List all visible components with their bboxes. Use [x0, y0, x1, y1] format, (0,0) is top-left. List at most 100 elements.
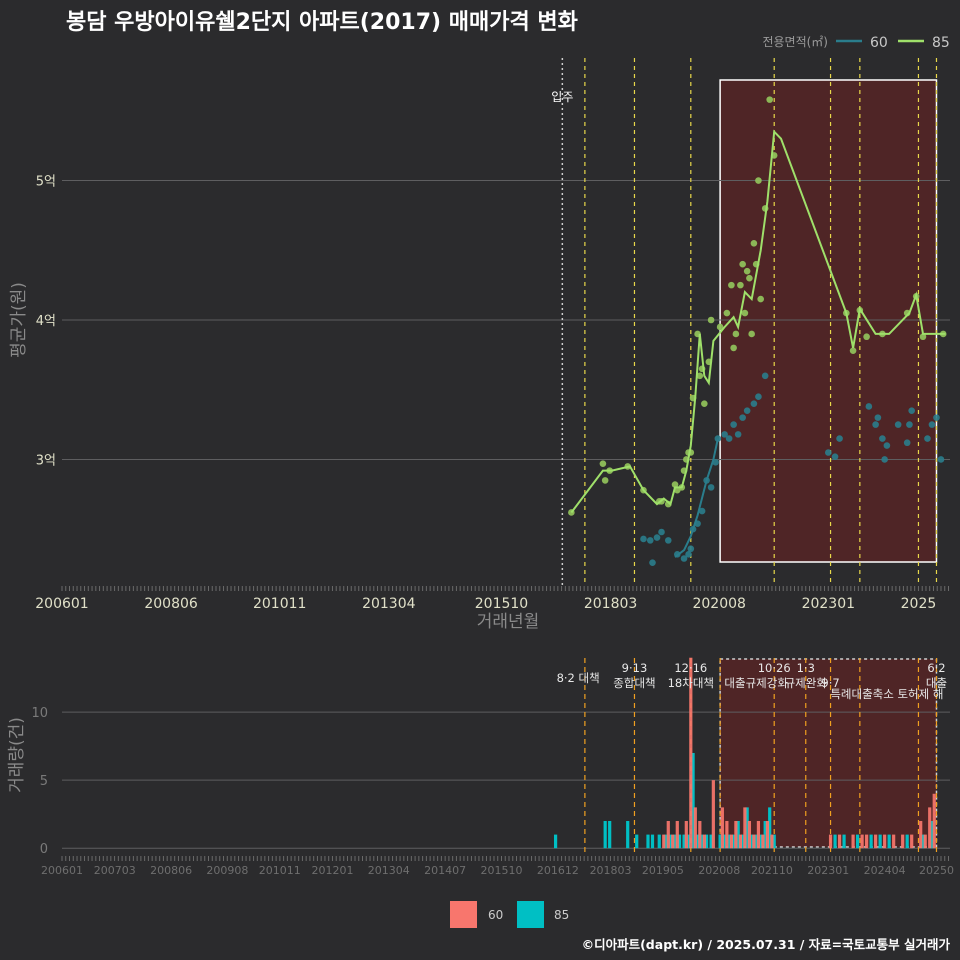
- volume-bar-60: [702, 834, 706, 849]
- x-axis-title: 거래년월: [477, 612, 540, 632]
- policy-annotation: 규제완화: [785, 676, 828, 690]
- volume-bar-85: [878, 834, 882, 849]
- x-tick-label: 202008: [692, 596, 745, 612]
- point-60: [928, 421, 936, 428]
- point-60: [698, 507, 706, 515]
- volume-x-tick-label: 201304: [368, 864, 410, 877]
- volume-bar-60: [738, 834, 742, 849]
- volume-x-tick-label: 200908: [206, 864, 248, 877]
- volume-bar-85: [732, 834, 736, 849]
- policy-annotation: 1·3: [797, 661, 815, 675]
- point-85: [739, 260, 746, 268]
- volume-bar-85: [700, 834, 704, 849]
- volume-bar-60: [734, 820, 738, 849]
- volume-bar-85: [736, 820, 740, 849]
- policy-annotation: 10·26: [758, 661, 791, 675]
- volume-x-tick-label: 202110: [751, 864, 793, 877]
- y-tick-label: 4억: [36, 314, 56, 329]
- volume-bar-60: [752, 834, 756, 849]
- volume-bar-60: [761, 834, 765, 849]
- point-85: [730, 344, 737, 352]
- volume-bar-60: [765, 820, 770, 849]
- legend-title: 전용면적(㎡): [762, 35, 828, 49]
- volume-bar-60: [901, 834, 905, 849]
- point-60: [707, 484, 715, 491]
- series-60-line: [674, 438, 719, 558]
- point-60: [894, 421, 902, 428]
- point-85: [696, 372, 704, 380]
- volume-bar-60: [675, 820, 679, 849]
- point-60: [937, 456, 945, 463]
- point-85: [849, 347, 857, 354]
- point-60: [649, 559, 656, 566]
- volume-bar-85: [727, 834, 731, 849]
- volume-bar-85: [930, 820, 934, 849]
- volume-bar-60: [860, 834, 864, 849]
- x-tick-label: 202301: [802, 596, 855, 612]
- volume-bar-60: [919, 820, 923, 849]
- volume-x-tick-label: 201407: [424, 864, 466, 877]
- point-60: [933, 414, 940, 421]
- volume-bar-60: [910, 834, 914, 849]
- volume-bar-60: [747, 820, 752, 849]
- policy-annotation: 대출규제강화: [724, 676, 788, 690]
- volume-bar-60: [666, 820, 670, 849]
- volume-bar-85: [759, 834, 763, 849]
- point-60: [730, 421, 737, 428]
- point-85: [750, 239, 758, 247]
- volume-bar-60: [923, 834, 927, 849]
- volume-x-tick-label: 200806: [150, 864, 192, 877]
- volume-bar-60: [756, 820, 761, 849]
- policy-annotation: 6·2: [927, 661, 945, 675]
- volume-highlight-region: [719, 658, 938, 848]
- volume-bar-85: [673, 834, 677, 849]
- volume-bar-85: [768, 807, 772, 849]
- credit-line: ©디아파트(dapt.kr) / 2025.07.31 / 자료=국토교통부 실…: [581, 937, 950, 952]
- point-85: [737, 281, 744, 289]
- point-60: [640, 535, 647, 543]
- volume-bar-60: [662, 834, 666, 849]
- bottom-legend: 60 85: [450, 900, 590, 930]
- legend-label-85: 85: [932, 35, 950, 51]
- policy-annotation: 18차대책: [668, 676, 714, 690]
- volume-bar-85: [646, 834, 650, 849]
- volume-x-tick-label: 20250: [919, 864, 954, 877]
- volume-x-tick-label: 202404: [864, 864, 906, 877]
- legend-label-85: 85: [554, 908, 570, 922]
- point-60: [761, 372, 769, 380]
- point-60: [865, 403, 873, 410]
- policy-annotation: 9·7: [821, 676, 839, 690]
- volume-x-tick-label: 200703: [94, 864, 136, 877]
- point-85: [766, 96, 773, 103]
- x-tick-label: 201304: [362, 596, 416, 612]
- point-60: [734, 431, 742, 438]
- volume-y-tick-label: 5: [40, 774, 48, 789]
- volume-x-tick-label: 200601: [41, 864, 83, 877]
- y-axis-title: 평균가(원): [9, 282, 29, 358]
- volume-bar-60: [865, 834, 869, 849]
- volume-y-tick-label: 10: [31, 706, 48, 721]
- policy-annotation: 대출: [926, 676, 947, 690]
- point-60: [743, 407, 751, 414]
- volume-bar-85: [887, 834, 891, 849]
- y-tick-label: 5억: [36, 175, 56, 190]
- policy-annotation: 8·2 대책: [557, 671, 600, 685]
- volume-bar-60: [828, 834, 833, 849]
- volume-bar-85: [657, 834, 661, 849]
- legend-label-60: 60: [488, 908, 504, 922]
- volume-bar-85: [745, 807, 749, 849]
- point-85: [723, 309, 731, 317]
- point-60: [881, 456, 888, 463]
- volume-bar-60: [743, 807, 747, 849]
- point-60: [903, 439, 911, 447]
- point-60: [872, 421, 879, 428]
- volume-bar-60: [892, 834, 896, 849]
- volume-bar-60: [883, 834, 887, 849]
- volume-bar-60: [684, 820, 688, 849]
- x-tick-label: 200601: [35, 596, 88, 612]
- point-85: [746, 274, 753, 282]
- x-tick-label: 201011: [253, 596, 306, 612]
- point-60: [908, 407, 915, 414]
- point-85: [863, 333, 870, 341]
- point-60: [653, 534, 661, 541]
